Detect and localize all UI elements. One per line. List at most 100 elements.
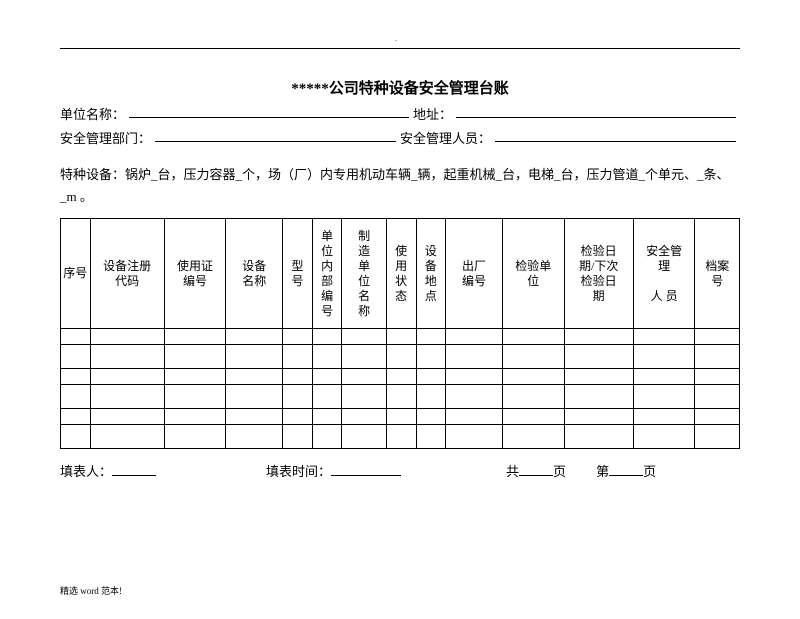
table-cell[interactable] [446,409,503,425]
table-cell[interactable] [502,345,564,369]
table-cell[interactable] [633,385,695,409]
table-cell[interactable] [283,409,313,425]
table-cell[interactable] [226,425,283,449]
table-cell[interactable] [633,409,695,425]
watermark-text: 精选 word 范本! [60,584,122,597]
table-cell[interactable] [283,329,313,345]
blank-filler[interactable] [112,463,156,476]
table-cell[interactable] [386,385,416,409]
table-cell[interactable] [342,409,386,425]
table-cell[interactable] [342,345,386,369]
top-dot-marker: . [395,35,397,43]
table-cell[interactable] [312,369,342,385]
table-cell[interactable] [226,329,283,345]
blank-time[interactable] [331,463,401,476]
table-cell[interactable] [633,345,695,369]
table-cell[interactable] [502,369,564,385]
table-cell[interactable] [695,385,740,409]
col-header-1: 设备注册代码 [90,219,164,329]
table-cell[interactable] [312,385,342,409]
table-cell[interactable] [312,345,342,369]
col-header-4: 型号 [283,219,313,329]
table-cell[interactable] [342,329,386,345]
table-cell[interactable] [564,369,633,385]
table-cell[interactable] [312,425,342,449]
table-cell[interactable] [342,385,386,409]
blank-unit-name[interactable] [129,104,409,118]
table-cell[interactable] [386,345,416,369]
table-cell[interactable] [386,409,416,425]
table-cell[interactable] [386,329,416,345]
table-cell[interactable] [226,409,283,425]
table-cell[interactable] [416,369,446,385]
table-cell[interactable] [283,345,313,369]
table-cell[interactable] [416,329,446,345]
table-cell[interactable] [564,329,633,345]
table-cell[interactable] [164,369,226,385]
table-cell[interactable] [695,409,740,425]
table-row [61,345,740,369]
table-cell[interactable] [90,369,164,385]
table-cell[interactable] [633,425,695,449]
table-cell[interactable] [164,425,226,449]
filler-segment: 填表人： [60,461,156,480]
table-cell[interactable] [502,425,564,449]
table-cell[interactable] [61,409,91,425]
table-cell[interactable] [386,369,416,385]
table-cell[interactable] [416,425,446,449]
table-cell[interactable] [416,345,446,369]
table-cell[interactable] [502,409,564,425]
table-cell[interactable] [61,329,91,345]
table-cell[interactable] [446,329,503,345]
table-cell[interactable] [164,329,226,345]
table-cell[interactable] [564,409,633,425]
table-cell[interactable] [446,345,503,369]
col-header-11: 检验日期/下次检验日期 [564,219,633,329]
table-cell[interactable] [502,329,564,345]
table-cell[interactable] [226,345,283,369]
blank-page-cur[interactable] [609,463,643,476]
table-cell[interactable] [633,329,695,345]
table-cell[interactable] [90,425,164,449]
table-cell[interactable] [226,385,283,409]
table-cell[interactable] [502,385,564,409]
table-cell[interactable] [695,369,740,385]
table-cell[interactable] [61,425,91,449]
table-cell[interactable] [695,425,740,449]
blank-dept[interactable] [155,128,396,142]
table-cell[interactable] [90,385,164,409]
table-cell[interactable] [416,409,446,425]
table-cell[interactable] [416,385,446,409]
table-cell[interactable] [695,345,740,369]
table-cell[interactable] [695,329,740,345]
table-cell[interactable] [342,425,386,449]
table-cell[interactable] [61,385,91,409]
blank-staff[interactable] [495,128,736,142]
table-cell[interactable] [61,369,91,385]
table-cell[interactable] [633,369,695,385]
table-cell[interactable] [312,409,342,425]
table-cell[interactable] [342,369,386,385]
table-cell[interactable] [283,385,313,409]
table-cell[interactable] [61,345,91,369]
blank-address[interactable] [456,104,736,118]
table-cell[interactable] [90,329,164,345]
table-cell[interactable] [564,345,633,369]
table-cell[interactable] [446,369,503,385]
table-cell[interactable] [564,385,633,409]
table-cell[interactable] [283,425,313,449]
table-cell[interactable] [90,409,164,425]
table-cell[interactable] [446,425,503,449]
footer-row: 填表人： 填表时间： 共 页 第 页 [60,461,740,480]
table-cell[interactable] [446,385,503,409]
table-cell[interactable] [226,369,283,385]
table-cell[interactable] [283,369,313,385]
blank-page-total[interactable] [519,463,553,476]
table-cell[interactable] [90,345,164,369]
table-cell[interactable] [164,409,226,425]
table-cell[interactable] [564,425,633,449]
table-cell[interactable] [386,425,416,449]
table-cell[interactable] [164,345,226,369]
table-cell[interactable] [164,385,226,409]
table-cell[interactable] [312,329,342,345]
